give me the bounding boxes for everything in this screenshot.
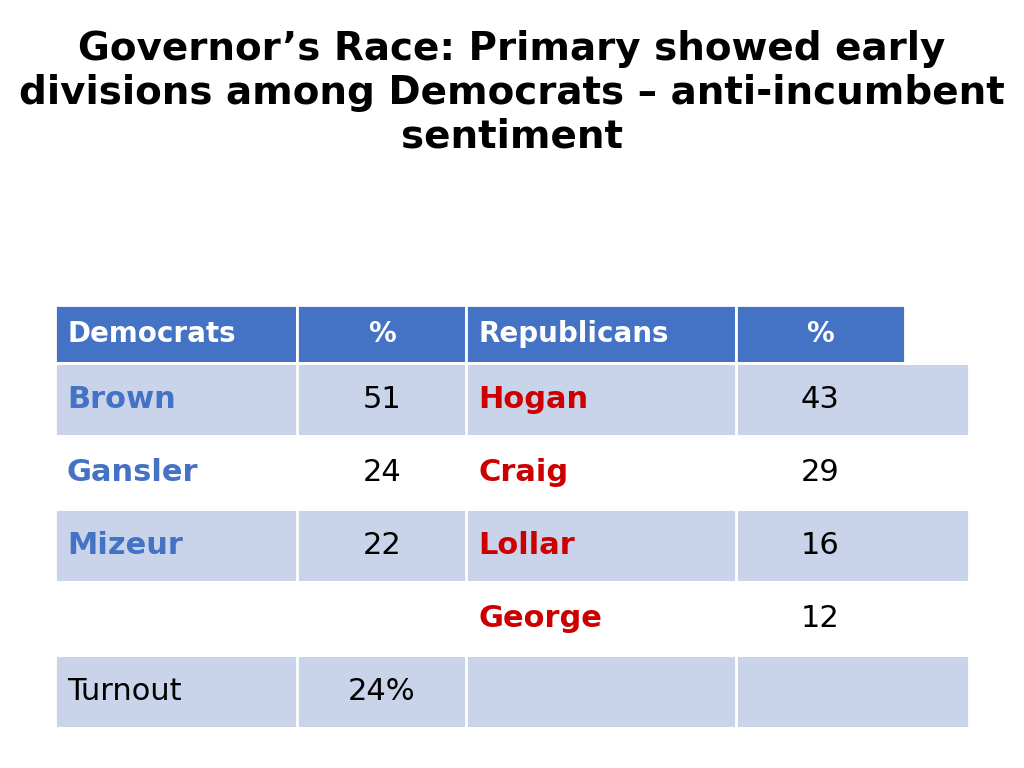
Text: Lollar: Lollar [478,531,575,560]
Bar [466,305,736,363]
Bar [55,655,969,728]
Bar [55,436,969,509]
Text: 16: 16 [801,531,840,560]
Text: 12: 12 [801,604,840,633]
Text: Craig: Craig [478,458,568,487]
Text: 24%: 24% [348,677,416,706]
Bar [736,305,905,363]
Text: Hogan: Hogan [478,385,589,414]
Text: Brown: Brown [67,385,176,414]
Text: Democrats: Democrats [67,320,236,348]
Bar [55,363,969,436]
Bar [297,305,466,363]
Text: Gansler: Gansler [67,458,199,487]
Text: Turnout: Turnout [67,677,181,706]
Bar [55,305,297,363]
Text: 43: 43 [801,385,840,414]
Text: 24: 24 [362,458,401,487]
Bar [55,582,969,655]
Text: 29: 29 [801,458,840,487]
Text: George: George [478,604,602,633]
Bar [55,509,969,582]
Text: Mizeur: Mizeur [67,531,183,560]
Text: %: % [807,320,835,348]
Text: 22: 22 [362,531,401,560]
Text: %: % [368,320,395,348]
Text: Governor’s Race: Primary showed early
divisions among Democrats – anti-incumbent: Governor’s Race: Primary showed early di… [19,30,1005,156]
Bar [55,305,969,728]
Text: 51: 51 [362,385,401,414]
Text: Republicans: Republicans [478,320,669,348]
